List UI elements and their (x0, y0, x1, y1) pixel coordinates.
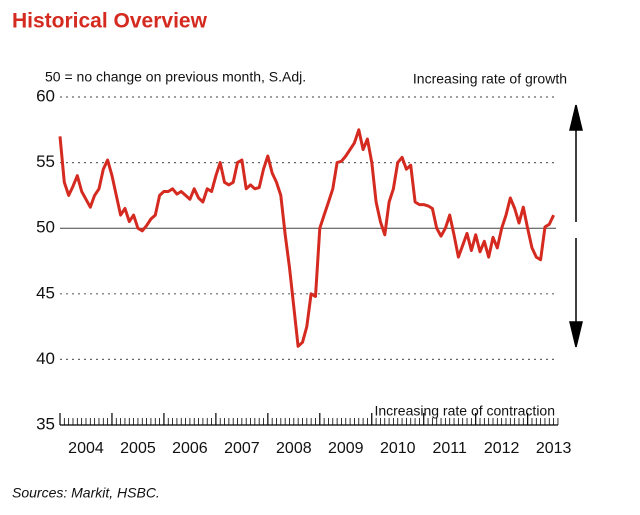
arrows (569, 104, 583, 348)
x-tick-label: 2009 (328, 440, 364, 457)
annotation-growth: Increasing rate of growth (413, 71, 567, 87)
arrow-head-down (569, 321, 583, 348)
chart-title: Historical Overview (12, 10, 208, 33)
annotation-contraction: Increasing rate of contraction (374, 403, 555, 419)
x-tick-label: 2006 (172, 440, 208, 457)
x-tick-label: 2013 (536, 440, 572, 457)
x-tick-label: 2004 (68, 440, 104, 457)
y-tick-label: 35 (36, 414, 55, 433)
x-tick-label: 2010 (380, 440, 416, 457)
source: Sources: Markit, HSBC. (12, 485, 160, 501)
x-tick-label: 2005 (120, 440, 156, 457)
subtitle: 50 = no change on previous month, S.Adj. (45, 69, 306, 85)
y-tick-label: 55 (36, 152, 55, 171)
x-tick-label: 2011 (432, 440, 467, 457)
x-tick-label: 2012 (484, 440, 520, 457)
x-tick-label: 2008 (276, 440, 312, 457)
y-tick-label: 45 (36, 283, 55, 302)
y-tick-label: 50 (36, 218, 55, 237)
data-line (58, 128, 555, 348)
y-tick-label: 40 (36, 349, 55, 368)
y-tick-label: 60 (36, 86, 55, 105)
x-tick-label: 2007 (224, 440, 260, 457)
arrow-head-up (569, 104, 583, 131)
